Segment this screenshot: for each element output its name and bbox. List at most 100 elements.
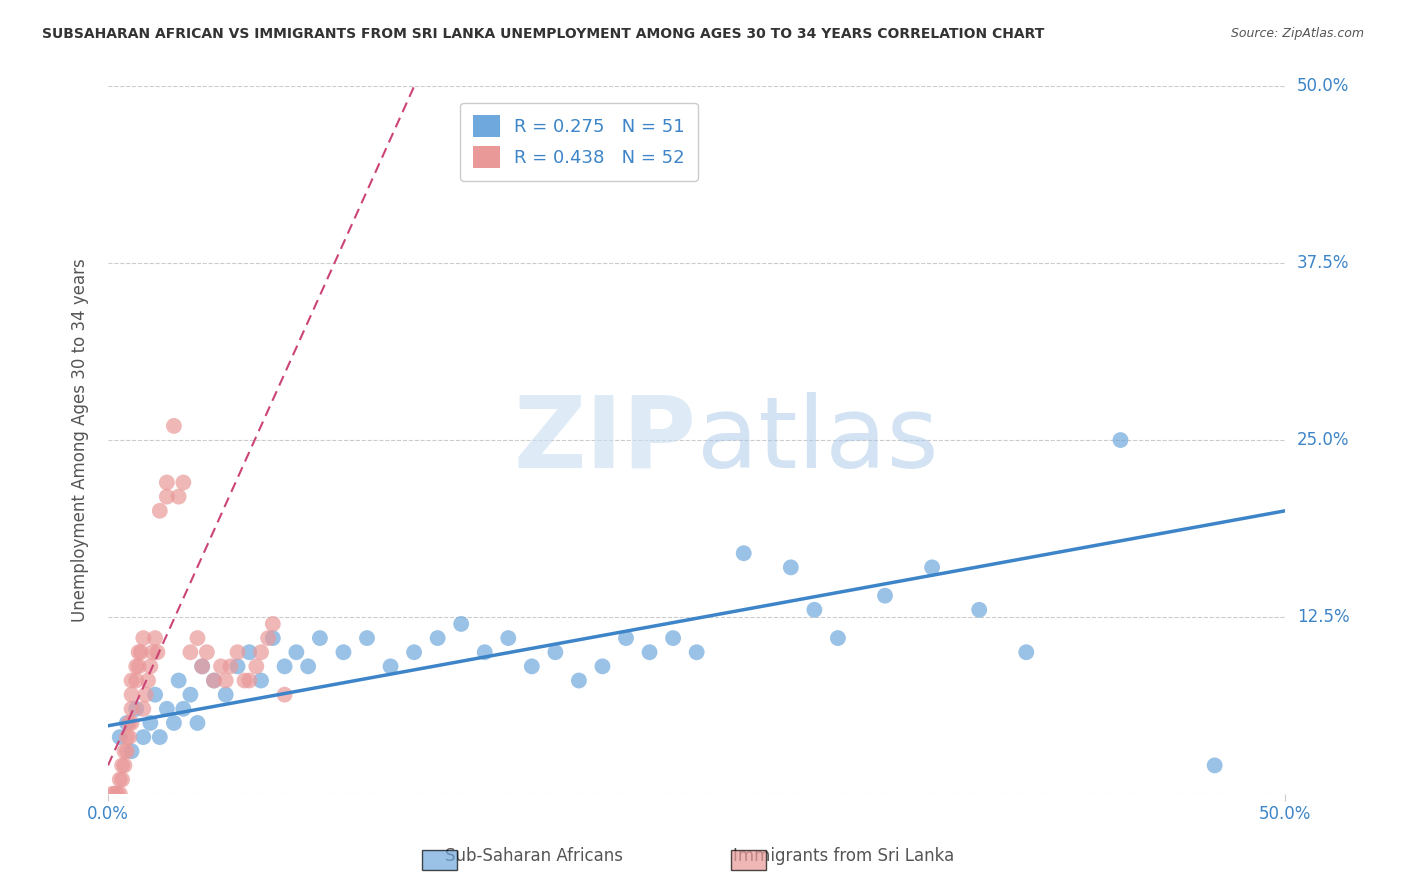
Point <box>111 758 134 772</box>
Point <box>172 475 194 490</box>
Text: ZIP: ZIP <box>513 392 696 489</box>
Point <box>108 772 131 787</box>
Point <box>111 772 134 787</box>
Point <box>115 744 138 758</box>
Point <box>474 645 496 659</box>
Point <box>115 715 138 730</box>
Point <box>121 715 143 730</box>
Point <box>108 730 131 744</box>
Point <box>104 787 127 801</box>
Point <box>149 730 172 744</box>
Point <box>1015 645 1038 659</box>
Point <box>250 673 273 688</box>
Text: 12.5%: 12.5% <box>1298 607 1350 626</box>
Point <box>179 645 201 659</box>
Text: SUBSAHARAN AFRICAN VS IMMIGRANTS FROM SRI LANKA UNEMPLOYMENT AMONG AGES 30 TO 34: SUBSAHARAN AFRICAN VS IMMIGRANTS FROM SR… <box>42 27 1045 41</box>
Point <box>129 645 152 659</box>
Point <box>135 688 157 702</box>
Point <box>219 659 242 673</box>
Text: 25.0%: 25.0% <box>1298 431 1350 449</box>
Point <box>544 645 567 659</box>
Point <box>520 659 543 673</box>
Point <box>803 603 825 617</box>
Point <box>827 631 849 645</box>
Point <box>1109 433 1132 447</box>
Point <box>967 603 990 617</box>
Point <box>114 744 136 758</box>
Text: 50.0%: 50.0% <box>1298 78 1350 95</box>
Point <box>238 673 260 688</box>
Point <box>128 659 150 673</box>
Point <box>450 616 472 631</box>
Point <box>128 645 150 659</box>
Point <box>332 645 354 659</box>
Point <box>186 715 208 730</box>
Text: Immigrants from Sri Lanka: Immigrants from Sri Lanka <box>733 847 955 865</box>
Point <box>121 673 143 688</box>
Point <box>107 787 129 801</box>
Point <box>779 560 801 574</box>
Point <box>380 659 402 673</box>
Point <box>498 631 520 645</box>
Point <box>163 715 186 730</box>
Point <box>186 631 208 645</box>
Point <box>568 673 591 688</box>
Point <box>273 688 295 702</box>
Point <box>215 673 238 688</box>
Text: 37.5%: 37.5% <box>1298 254 1350 272</box>
Point <box>118 730 141 744</box>
Point <box>101 787 124 801</box>
Point <box>191 659 214 673</box>
Point <box>125 659 148 673</box>
Point <box>125 673 148 688</box>
Point <box>638 645 661 659</box>
Point <box>143 631 166 645</box>
Point <box>149 504 172 518</box>
Point <box>202 673 225 688</box>
Point <box>226 645 249 659</box>
Point <box>685 645 707 659</box>
Point <box>115 730 138 744</box>
Point <box>139 715 162 730</box>
Point <box>156 475 179 490</box>
Point <box>262 616 284 631</box>
Point <box>172 702 194 716</box>
Point <box>262 631 284 645</box>
Point <box>139 659 162 673</box>
Point <box>662 631 685 645</box>
Point <box>614 631 637 645</box>
Point <box>118 715 141 730</box>
Text: Sub-Saharan Africans: Sub-Saharan Africans <box>446 847 623 865</box>
Point <box>921 560 943 574</box>
Point <box>250 645 273 659</box>
Point <box>1204 758 1226 772</box>
Point <box>121 702 143 716</box>
Point <box>156 490 179 504</box>
Point <box>121 744 143 758</box>
Point <box>191 659 214 673</box>
Point <box>591 659 613 673</box>
Point <box>167 490 190 504</box>
Point <box>132 702 155 716</box>
Y-axis label: Unemployment Among Ages 30 to 34 years: Unemployment Among Ages 30 to 34 years <box>72 258 89 622</box>
Point <box>202 673 225 688</box>
Point <box>733 546 755 560</box>
Point <box>136 673 159 688</box>
Point <box>273 659 295 673</box>
Point <box>143 688 166 702</box>
Point <box>215 688 238 702</box>
Point <box>426 631 449 645</box>
Point <box>233 673 256 688</box>
Point <box>121 688 143 702</box>
Point <box>146 645 169 659</box>
Point <box>125 702 148 716</box>
Point <box>114 758 136 772</box>
Point <box>108 787 131 801</box>
Point <box>156 702 179 716</box>
Point <box>163 418 186 433</box>
Point <box>285 645 308 659</box>
Point <box>132 730 155 744</box>
Point <box>257 631 280 645</box>
Point <box>297 659 319 673</box>
Point <box>245 659 267 673</box>
